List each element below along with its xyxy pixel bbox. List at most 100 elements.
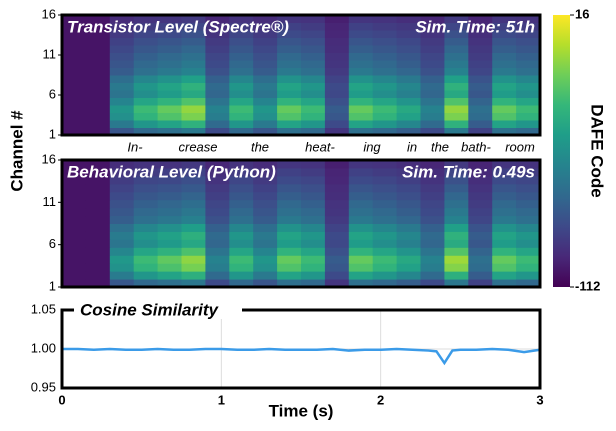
heatmap-cell xyxy=(85,207,111,217)
heatmap-cell xyxy=(205,112,230,121)
heatmap-cell xyxy=(324,45,350,53)
heatmap-cell xyxy=(444,215,469,224)
heatmap-cell xyxy=(133,52,159,61)
heatmap-cell xyxy=(109,67,135,76)
heatmap-cell xyxy=(396,82,421,91)
word-label: room xyxy=(505,139,535,154)
heatmap-cell xyxy=(301,127,326,136)
heatmap-cell xyxy=(85,223,111,232)
heatmap-cell xyxy=(324,127,350,136)
heatmap-cell xyxy=(396,263,421,272)
heatmap-cell xyxy=(133,191,159,201)
similarity-line xyxy=(62,347,541,366)
heatmap-cell xyxy=(372,97,398,106)
heatmap-cell xyxy=(372,90,398,98)
heatmap-cell xyxy=(444,60,469,68)
heatmap-cell xyxy=(468,112,493,121)
heatmap-cell xyxy=(181,191,206,201)
heatmap-cell xyxy=(301,75,326,83)
x-tick-label: 1 xyxy=(218,392,225,407)
heatmap-cell xyxy=(253,191,278,201)
heatmap-cell xyxy=(348,271,374,280)
heatmap-cell xyxy=(157,67,182,76)
heatmap-cell xyxy=(181,120,206,128)
heatmap-cell xyxy=(516,271,541,280)
heatmap-cell xyxy=(229,15,254,23)
heatmap-cell xyxy=(157,30,182,38)
heatmap-cell xyxy=(492,90,517,98)
heatmap-cell xyxy=(372,105,398,113)
heatmap-cell xyxy=(181,207,206,217)
heatmap-cell xyxy=(420,52,445,61)
heatmap-cell xyxy=(253,255,278,264)
heatmap-cell xyxy=(348,167,374,177)
heatmap-cell xyxy=(181,199,206,209)
heatmap-cell xyxy=(133,112,159,121)
heatmap-cell xyxy=(301,167,326,177)
heatmap-cell xyxy=(181,160,206,169)
heatmap-cell xyxy=(396,15,421,23)
heatmap-cell xyxy=(277,90,302,98)
heatmap-cell xyxy=(85,167,111,177)
heatmap-cell xyxy=(157,45,182,53)
heatmap-cell xyxy=(277,199,302,209)
heatmap-cell xyxy=(468,105,493,113)
heatmap-cell xyxy=(468,60,493,68)
heatmap-cell xyxy=(324,207,350,217)
heatmap-cell xyxy=(468,199,493,209)
heatmap-cell xyxy=(444,120,469,128)
heatmap-cell xyxy=(516,223,541,232)
heatmap-cell xyxy=(62,279,87,288)
heatmap-cell xyxy=(253,279,278,288)
y-tick-label: 6 xyxy=(49,86,56,101)
heatmap-cell xyxy=(62,263,87,272)
heatmap-cell xyxy=(301,255,326,264)
heatmap-cell xyxy=(133,255,159,264)
heatmap-cell xyxy=(324,175,350,185)
heatmap-cell xyxy=(516,30,541,38)
heatmap-cell xyxy=(205,120,230,128)
x-tick-label: 0 xyxy=(58,392,65,407)
heatmap-cell xyxy=(253,97,278,106)
heatmap-cell xyxy=(62,45,87,53)
heatmap-cell xyxy=(85,175,111,185)
heatmap-cell xyxy=(372,75,398,83)
heatmap-cell xyxy=(62,167,87,177)
heatmap-cell xyxy=(348,263,374,272)
heatmap-cell xyxy=(420,247,445,256)
heatmap-cell xyxy=(348,207,374,217)
heatmap-cell xyxy=(62,255,87,264)
heatmap-cell xyxy=(324,167,350,177)
heatmap-cell xyxy=(181,183,206,193)
y-tick-label: 6 xyxy=(49,236,56,251)
heatmap-cell xyxy=(301,15,326,23)
heatmap-cell xyxy=(109,175,135,185)
heatmap-cell xyxy=(133,120,159,128)
heatmap-cell xyxy=(109,45,135,53)
heatmap-cell xyxy=(372,175,398,185)
heatmap-cell xyxy=(133,82,159,91)
heatmap-cell xyxy=(444,255,469,264)
heatmap-cell xyxy=(516,160,541,169)
heatmap-cell xyxy=(492,120,517,128)
colorbar-tick-label: 16 xyxy=(575,6,589,21)
heatmap-cell xyxy=(229,97,254,106)
heatmap-cell xyxy=(468,67,493,76)
heatmap-cell xyxy=(205,175,230,185)
heatmap-cell xyxy=(133,231,159,240)
heatmap-cell xyxy=(133,160,159,169)
heatmap-cell xyxy=(62,67,87,76)
heatmap-cell xyxy=(444,199,469,209)
y-tick-label: 0.95 xyxy=(31,379,56,394)
heatmap-cell xyxy=(444,37,469,46)
heatmap-cell xyxy=(62,75,87,83)
heatmap-cell xyxy=(85,279,111,288)
heatmap-cell xyxy=(301,247,326,256)
heatmap-cell xyxy=(372,22,398,31)
heatmap-cell xyxy=(492,183,517,193)
heatmap-cell xyxy=(420,183,445,193)
heatmap-cell xyxy=(301,223,326,232)
heatmap-cell xyxy=(109,60,135,68)
heatmap-cell xyxy=(444,15,469,23)
heatmap-cell xyxy=(516,247,541,256)
